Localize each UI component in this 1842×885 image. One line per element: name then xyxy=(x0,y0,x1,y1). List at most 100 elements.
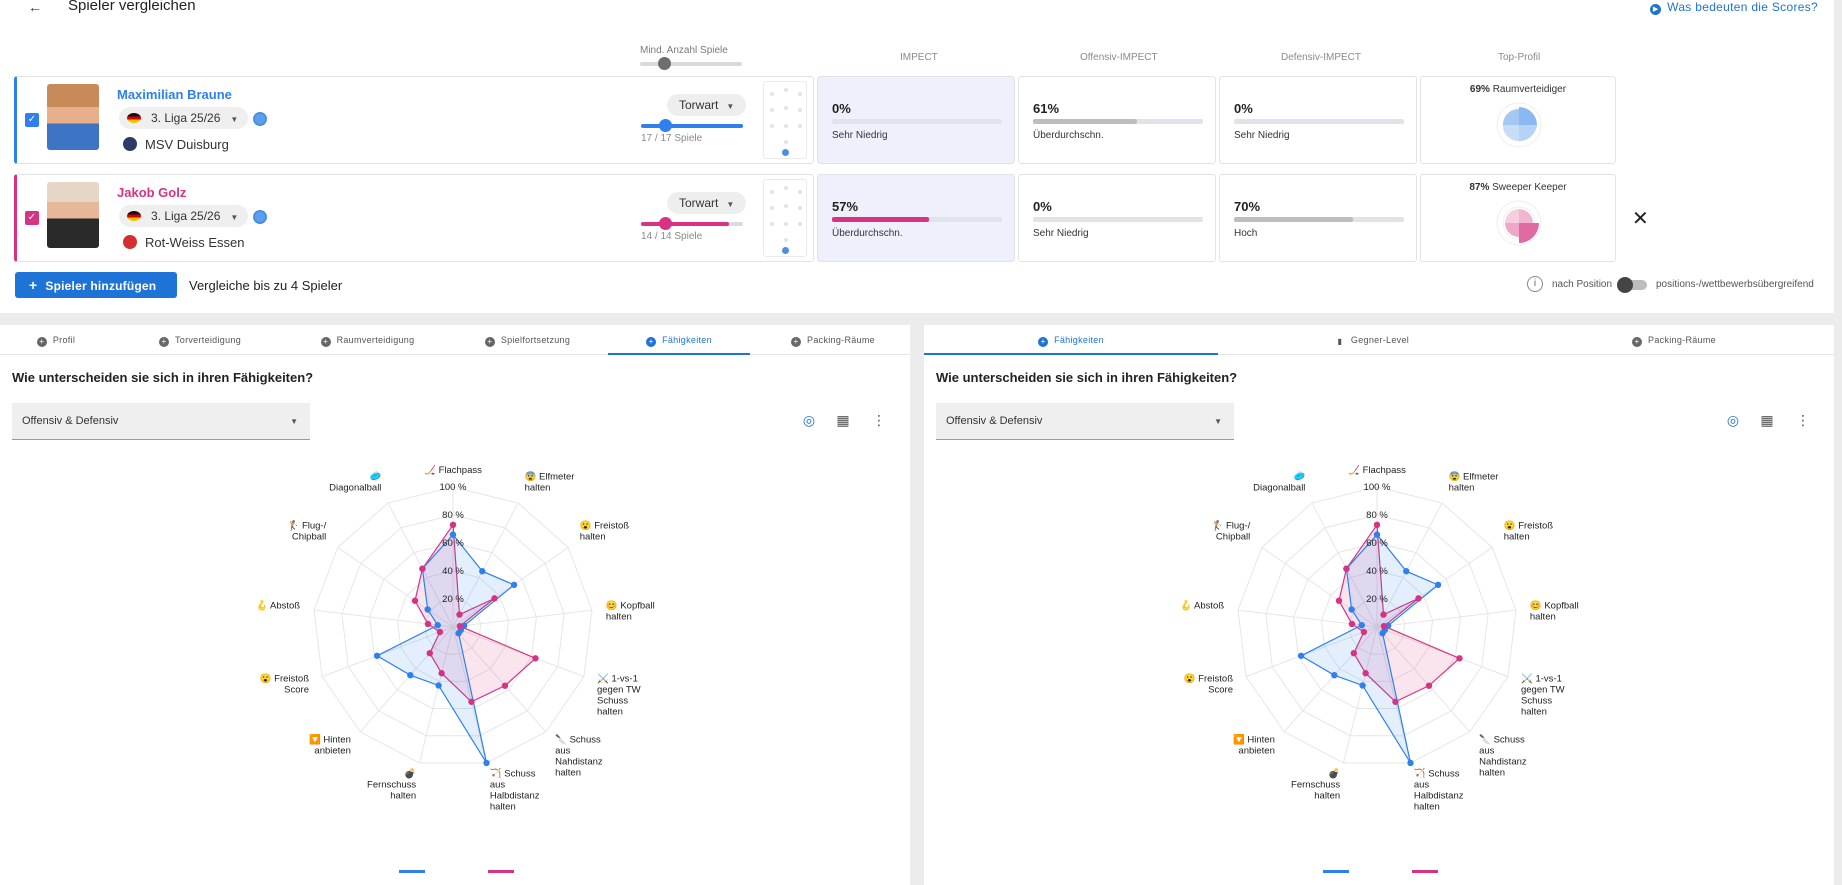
radar-data-point[interactable] xyxy=(1362,670,1369,677)
radar-data-point[interactable] xyxy=(419,565,426,572)
radar-data-point[interactable] xyxy=(1358,621,1365,629)
more-vert-icon[interactable]: ⋮ xyxy=(1796,412,1810,428)
radar-data-point[interactable] xyxy=(1380,611,1387,618)
player-checkbox[interactable]: ✓ xyxy=(25,113,39,127)
radar-data-point[interactable] xyxy=(436,628,444,636)
radar-data-point[interactable] xyxy=(1297,652,1305,659)
play-info-icon: ▶ xyxy=(1650,4,1662,15)
radar-data-point[interactable] xyxy=(501,682,509,689)
radar-data-point[interactable] xyxy=(449,531,457,538)
radar-data-point[interactable] xyxy=(449,521,457,528)
position-selector[interactable]: Torwart ▼ xyxy=(667,192,747,214)
league-selector[interactable]: 3. Liga 25/26 ▼ xyxy=(119,107,249,129)
radar-data-point[interactable] xyxy=(435,682,442,689)
scope-toggle[interactable] xyxy=(1617,277,1647,293)
radar-data-point[interactable] xyxy=(1456,655,1463,662)
tab-raumverteidigung[interactable]: + Raumverteidigung xyxy=(300,325,435,355)
remove-player-close-icon[interactable]: ✕ xyxy=(1632,208,1649,230)
player-checkbox[interactable]: ✓ xyxy=(25,211,39,225)
tab-profil[interactable]: + Profil xyxy=(0,325,112,355)
tab-packing-raeume[interactable]: + Packing-Räume xyxy=(778,325,888,355)
radar-data-point[interactable] xyxy=(468,698,475,705)
games-slider[interactable] xyxy=(641,119,743,132)
radar-data-point[interactable] xyxy=(424,620,432,628)
offensiv-score-card[interactable]: 61% Überdurchschn. xyxy=(1018,76,1216,164)
player-name[interactable]: Jakob Golz xyxy=(117,185,187,200)
table-view-icon[interactable]: ▦ xyxy=(836,412,850,428)
radar-data-point[interactable] xyxy=(483,759,490,767)
radar-data-point[interactable] xyxy=(491,595,498,602)
radar-data-point[interactable] xyxy=(438,670,445,677)
min-games-slider[interactable] xyxy=(640,57,742,70)
radar-ring-label: 60 % xyxy=(442,538,464,549)
radar-data-point[interactable] xyxy=(1348,620,1356,628)
radar-data-point[interactable] xyxy=(1360,628,1368,636)
radar-data-point[interactable] xyxy=(1343,565,1350,572)
radar-data-point[interactable] xyxy=(1380,622,1388,630)
radar-view-icon[interactable]: ◎ xyxy=(802,412,816,428)
add-player-button[interactable]: + Spieler hinzufügen xyxy=(15,272,177,298)
radar-data-point[interactable] xyxy=(510,581,518,589)
radar-data-point[interactable] xyxy=(455,630,462,637)
radar-data-point[interactable] xyxy=(1415,595,1422,602)
defensiv-score-card[interactable]: 70% Hoch xyxy=(1219,174,1417,262)
info-icon[interactable]: i xyxy=(1527,276,1543,292)
radar-data-point[interactable] xyxy=(407,672,414,679)
top-profil-card[interactable]: 87% Sweeper Keeper xyxy=(1420,174,1616,262)
radar-axis-line xyxy=(452,609,593,628)
tab-torverteidigung[interactable]: + Torverteidigung xyxy=(140,325,260,355)
defensiv-score-card[interactable]: 0% Sehr Niedrig xyxy=(1219,76,1417,164)
games-slider-knob[interactable] xyxy=(659,217,672,230)
bar-chart-icon: ▮ xyxy=(1337,337,1343,346)
impect-score-card[interactable]: 0% Sehr Niedrig xyxy=(817,76,1015,164)
back-arrow-icon[interactable]: ← xyxy=(28,0,42,15)
more-vert-icon[interactable]: ⋮ xyxy=(872,412,886,428)
min-games-slider-knob[interactable] xyxy=(658,57,671,70)
radar-axis-line xyxy=(387,502,454,628)
radar-axis-line xyxy=(452,626,547,733)
radar-data-point[interactable] xyxy=(411,597,419,604)
radar-data-point[interactable] xyxy=(479,568,486,575)
radar-data-point[interactable] xyxy=(532,655,539,662)
radar-data-point[interactable] xyxy=(456,622,464,630)
league-selector[interactable]: 3. Liga 25/26 ▼ xyxy=(119,205,249,227)
radar-data-point[interactable] xyxy=(1373,531,1381,538)
impect-score-card[interactable]: 57% Überdurchschn. xyxy=(817,174,1015,262)
filter-select[interactable]: Offensiv & Defensiv ▼ xyxy=(12,403,310,440)
radar-data-point[interactable] xyxy=(1359,682,1366,689)
radar-data-point[interactable] xyxy=(1392,698,1399,705)
games-slider[interactable] xyxy=(641,217,743,230)
tab-spielfortsetzung[interactable]: + Spielfortsetzung xyxy=(470,325,585,355)
radar-view-icon[interactable]: ◎ xyxy=(1726,412,1740,428)
radar-data-point[interactable] xyxy=(1335,597,1343,604)
tab-gegner-level[interactable]: ▮ Gegner-Level xyxy=(1232,325,1512,355)
radar-data-point[interactable] xyxy=(1379,630,1386,637)
tab-faehigkeiten[interactable]: + Fähigkeiten xyxy=(924,325,1218,355)
filter-select[interactable]: Offensiv & Defensiv ▼ xyxy=(936,403,1234,440)
radar-data-point[interactable] xyxy=(1425,682,1433,689)
radar-data-point[interactable] xyxy=(1434,581,1442,589)
table-view-icon[interactable]: ▦ xyxy=(1760,412,1774,428)
radar-data-point[interactable] xyxy=(456,611,463,618)
radar-data-point[interactable] xyxy=(1407,759,1414,767)
scores-help-link[interactable]: ▶ Was bedeuten die Scores? xyxy=(1650,0,1818,15)
radar-grid-ring xyxy=(1265,514,1489,737)
right-tabs: + Fähigkeiten ▮ Gegner-Level + Packing-Räum… xyxy=(924,325,1834,355)
tab-faehigkeiten[interactable]: + Fähigkeiten xyxy=(608,325,750,355)
radar-data-point[interactable] xyxy=(373,652,381,659)
radar-data-point[interactable] xyxy=(424,606,431,613)
player-name[interactable]: Maximilian Braune xyxy=(117,87,232,102)
radar-data-point[interactable] xyxy=(1373,521,1381,528)
tab-packing-raeume[interactable]: + Packing-Räume xyxy=(1524,325,1824,355)
radar-data-point[interactable] xyxy=(1331,672,1338,679)
position-selector[interactable]: Torwart ▼ xyxy=(667,94,747,116)
offensiv-score-card[interactable]: 0% Sehr Niedrig xyxy=(1018,174,1216,262)
radar-data-point[interactable] xyxy=(1403,568,1410,575)
radar-data-point[interactable] xyxy=(434,621,441,629)
radar-data-point[interactable] xyxy=(1350,649,1357,657)
games-slider-knob[interactable] xyxy=(659,119,672,132)
section-question: Wie unterscheiden sie sich in ihren Fähi… xyxy=(12,370,314,385)
radar-data-point[interactable] xyxy=(1348,606,1355,613)
top-profil-card[interactable]: 69% Raumverteidiger xyxy=(1420,76,1616,164)
radar-data-point[interactable] xyxy=(426,649,433,657)
